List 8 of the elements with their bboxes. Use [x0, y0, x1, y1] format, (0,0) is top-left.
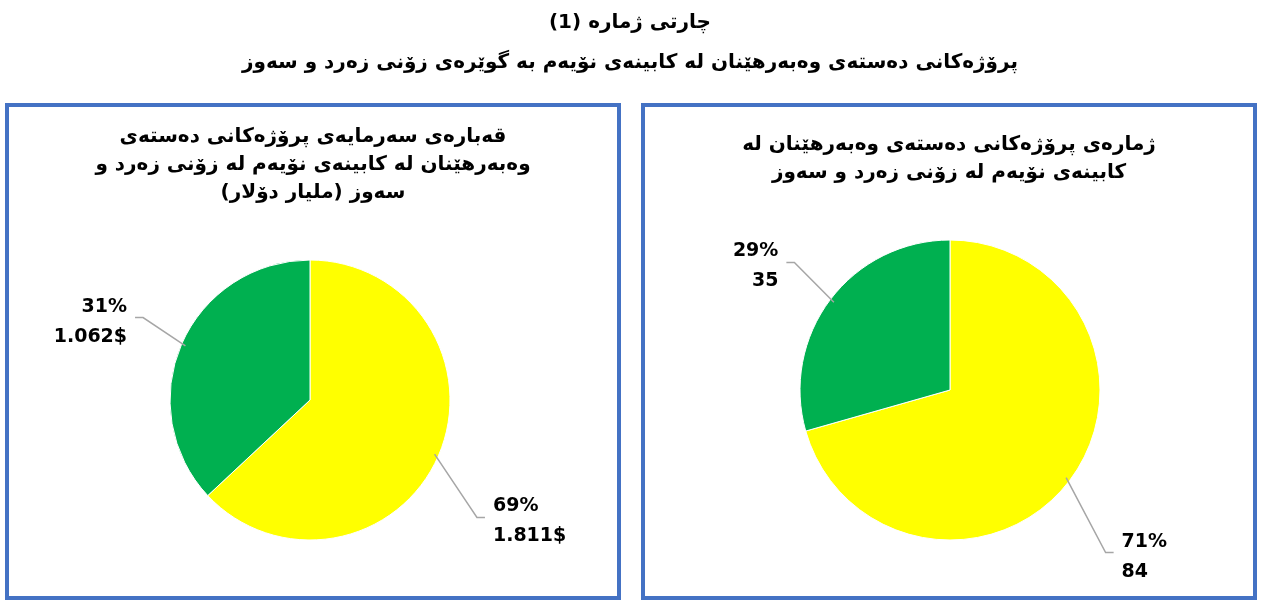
data-label: 31% 1.062$ — [53, 293, 128, 346]
chart-title: قەبارەی سەرمایەی پرۆژەکانی دەستەی وەبەرهێنان لە کابینەی نۆیەم لە زۆنی زەرد و سەوز (ملیار دۆلار) — [94, 123, 531, 203]
data-label: 71% 84 — [1121, 528, 1168, 581]
data-label: 29% 35 — [732, 238, 779, 291]
text: پرۆژەکانی دەستەی وەبەرهێنان لە کابینەی نۆیەم بە گوێرەی زۆنی زەرد و سەوز — [241, 49, 1018, 74]
text: چارتی ژمارە (1) — [548, 9, 712, 34]
data-label: 69% 1.811$ — [492, 493, 567, 546]
chart-title: ژمارەی پرۆژەکانی دەستەی وەبەرهێنان لە کابینەی نۆیەم لە زۆنی زەرد و سەوز — [742, 131, 1156, 183]
